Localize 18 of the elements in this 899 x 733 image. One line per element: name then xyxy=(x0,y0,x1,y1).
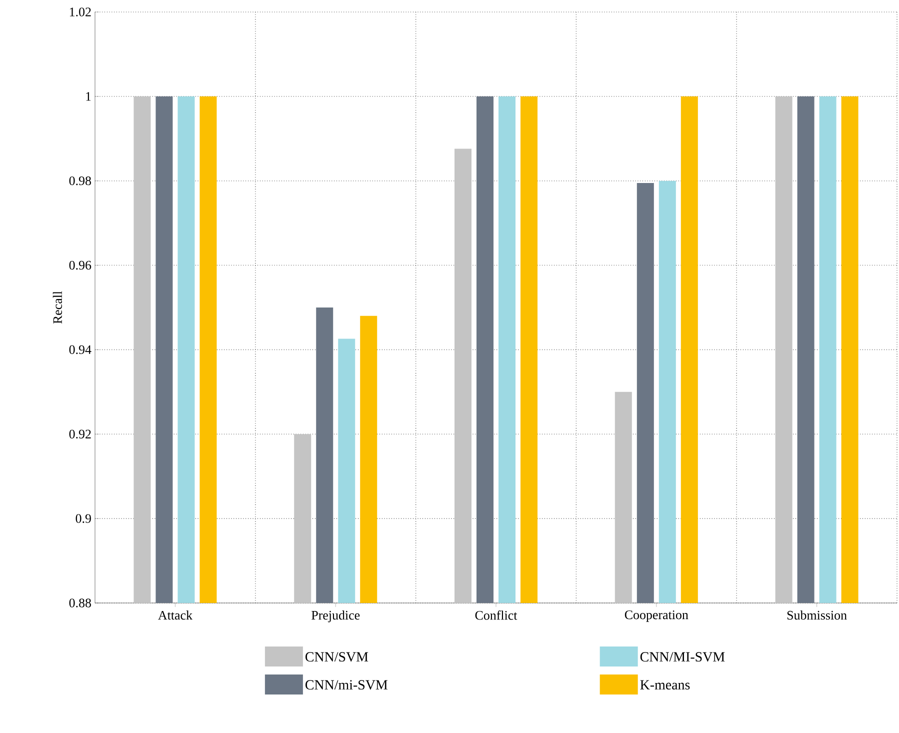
x-tick-label: Prejudice xyxy=(312,610,360,622)
x-tick-label: Cooperation xyxy=(624,610,688,622)
y-tick-label: 0.98 xyxy=(69,176,91,186)
y-tick-label: 0.92 xyxy=(69,430,91,439)
legend-label: CNN/MI-SVM xyxy=(640,652,725,662)
legend-label: K-means xyxy=(640,680,690,690)
y-tick-label: 0.88 xyxy=(69,598,91,608)
y-tick-label: 0.96 xyxy=(69,260,92,270)
x-tick-label: Submission xyxy=(787,610,847,620)
legend-label: CNN/SVM xyxy=(306,652,368,662)
y-tick-label: 0.94 xyxy=(69,345,92,354)
y-axis-title: Recall xyxy=(52,291,62,324)
y-tick-label: 0.9 xyxy=(76,514,91,523)
x-tick-label: Conflict xyxy=(475,610,518,620)
legend-label: CNN/mi-SVM xyxy=(306,680,388,690)
y-tick-label: 1.02 xyxy=(70,8,91,16)
y-tick-label: 1 xyxy=(86,92,91,101)
x-tick-label: Attack xyxy=(158,610,192,620)
